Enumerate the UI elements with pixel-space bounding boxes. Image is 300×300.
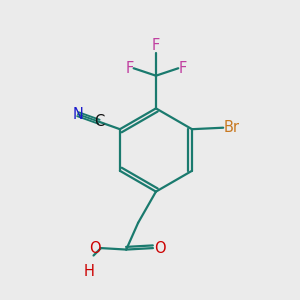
Text: N: N (73, 107, 83, 122)
Text: O: O (154, 241, 166, 256)
Text: F: F (125, 61, 134, 76)
Text: F: F (152, 38, 160, 53)
Text: F: F (178, 61, 187, 76)
Text: C: C (94, 114, 104, 129)
Text: H: H (84, 264, 94, 279)
Text: Br: Br (224, 120, 240, 135)
Text: O: O (89, 241, 100, 256)
